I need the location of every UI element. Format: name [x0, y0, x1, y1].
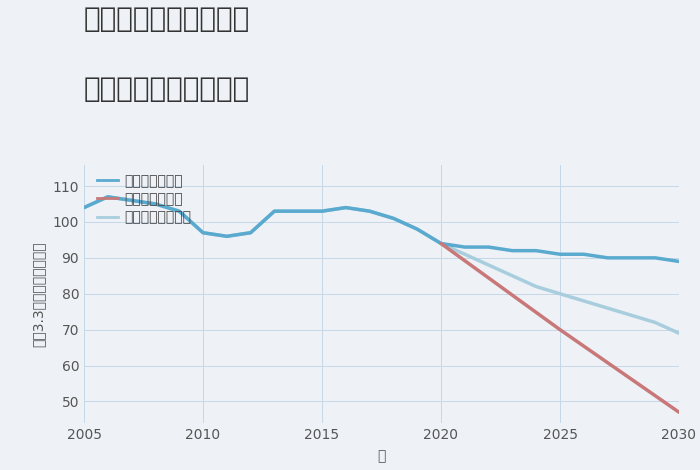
Y-axis label: 坪（3.3㎡）単価（万円）: 坪（3.3㎡）単価（万円） [32, 241, 46, 346]
Text: 中古戸建ての価格推移: 中古戸建ての価格推移 [84, 75, 251, 103]
X-axis label: 年: 年 [377, 449, 386, 463]
Legend: グッドシナリオ, バッドシナリオ, ノーマルシナリオ: グッドシナリオ, バッドシナリオ, ノーマルシナリオ [97, 174, 192, 224]
Text: 愛知県瀬戸市南山町の: 愛知県瀬戸市南山町の [84, 5, 251, 33]
